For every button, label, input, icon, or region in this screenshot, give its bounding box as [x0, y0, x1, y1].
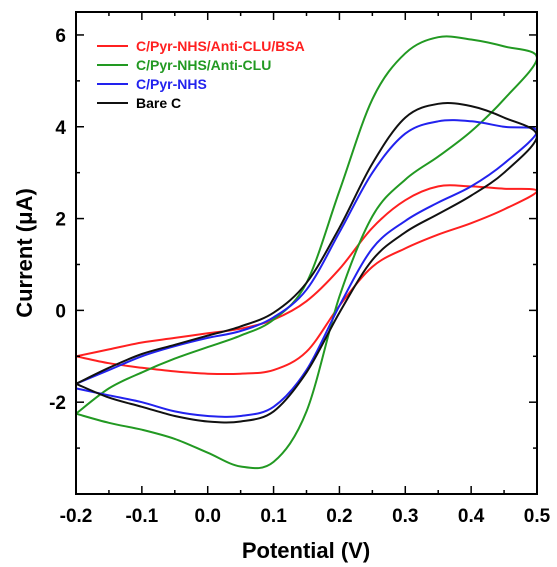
y-axis-title: Current (μA) — [12, 188, 37, 318]
y-tick-label: -2 — [49, 393, 66, 414]
x-tick-label: 0.4 — [458, 506, 485, 527]
x-tick-label: 0.5 — [524, 506, 551, 527]
x-tick-label: -0.2 — [60, 506, 93, 527]
y-tick-label: 2 — [55, 210, 66, 231]
legend: C/Pyr-NHS/Anti-CLU/BSA C/Pyr-NHS/Anti-CLU… — [97, 38, 305, 111]
legend-label: Bare C — [136, 95, 181, 111]
y-tick-label: 4 — [55, 118, 66, 139]
x-tick-label: 0.2 — [326, 506, 352, 527]
x-tick-label: -0.1 — [125, 506, 158, 527]
y-tick-label: 6 — [55, 26, 66, 47]
series-line-1 — [75, 184, 538, 376]
axis-ticks: -0.2 -0.1 0.0 0.1 0.2 0.3 0.4 0.5 -2 0 2 4 6 — [49, 12, 551, 527]
legend-label: C/Pyr-NHS/Anti-CLU — [136, 57, 271, 73]
x-axis-title: Potential (V) — [242, 538, 370, 563]
x-tick-label: 0.1 — [260, 506, 287, 527]
series-line-4 — [75, 102, 538, 424]
y-tick-label: 0 — [55, 301, 66, 322]
legend-label: C/Pyr-NHS — [136, 76, 207, 92]
legend-label: C/Pyr-NHS/Anti-CLU/BSA — [136, 38, 305, 54]
x-tick-label: 0.3 — [392, 506, 418, 527]
x-tick-label: 0.0 — [195, 506, 221, 527]
